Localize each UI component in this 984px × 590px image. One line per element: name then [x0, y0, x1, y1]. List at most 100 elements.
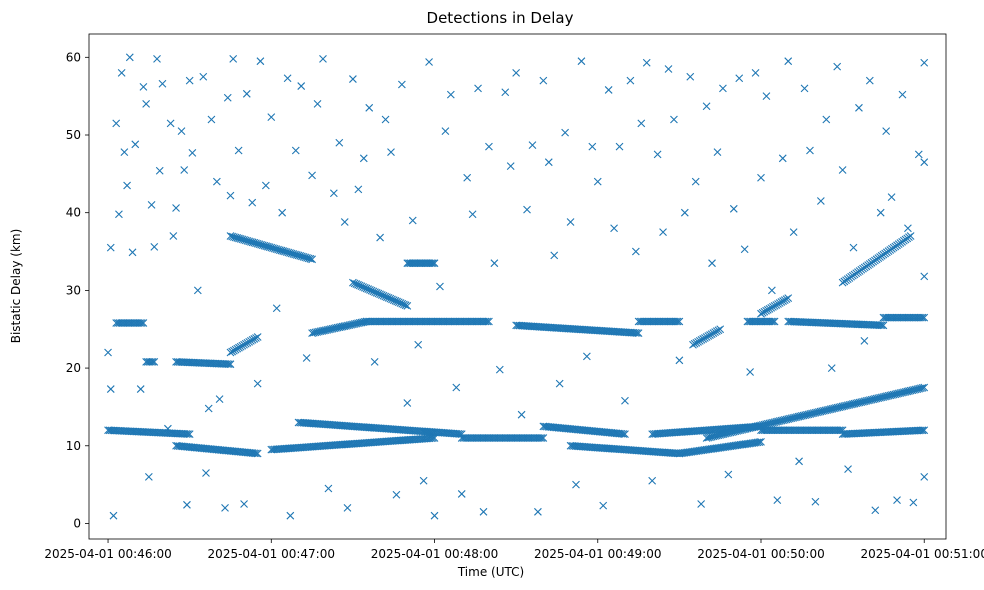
data-point-marker	[397, 80, 406, 89]
data-point-marker	[490, 259, 499, 268]
data-point-marker	[719, 84, 727, 93]
data-point-marker	[512, 68, 521, 77]
data-point-marker	[164, 424, 172, 433]
data-point-marker	[806, 146, 814, 155]
data-point-marker	[604, 86, 613, 94]
data-point-marker	[419, 476, 428, 485]
data-point-marker	[343, 504, 352, 512]
data-point-marker	[882, 127, 891, 136]
data-point-marker	[308, 255, 316, 264]
data-point-marker	[673, 317, 682, 326]
data-point-marker	[617, 429, 626, 438]
data-point-marker	[248, 198, 257, 207]
data-point-marker	[844, 465, 852, 473]
data-point-marker	[226, 191, 235, 200]
data-point-marker	[185, 430, 194, 439]
data-point-marker	[147, 357, 155, 366]
data-point-marker	[539, 76, 548, 85]
data-point-marker	[207, 115, 216, 124]
data-point-marker	[670, 115, 678, 124]
data-point-marker	[457, 490, 466, 498]
data-point-marker	[904, 224, 912, 233]
data-point-marker	[221, 504, 229, 512]
data-point-marker	[648, 476, 657, 485]
data-point-marker	[267, 113, 276, 122]
data-point-marker	[877, 321, 886, 330]
data-point-marker	[773, 496, 782, 505]
data-point-marker	[144, 472, 153, 481]
data-point-marker	[223, 360, 231, 368]
data-point-marker	[898, 90, 907, 99]
data-point-marker	[495, 365, 504, 374]
data-point-marker	[770, 317, 779, 326]
data-point-marker	[139, 82, 148, 91]
x-axis-label: Time (UTC)	[457, 565, 524, 579]
plot-frame	[88, 33, 947, 540]
data-point-marker	[795, 457, 803, 466]
data-point-marker	[599, 501, 608, 510]
data-point-marker	[401, 301, 410, 310]
y-tick-label: 10	[66, 439, 81, 453]
data-point-marker	[106, 243, 115, 252]
data-point-marker	[253, 379, 262, 388]
data-point-marker	[572, 480, 580, 489]
data-point-marker	[204, 404, 213, 413]
data-point-marker	[117, 68, 126, 77]
data-point-marker	[800, 84, 809, 93]
data-point-marker	[359, 154, 368, 163]
data-point-marker	[229, 54, 238, 63]
data-point-marker	[106, 385, 115, 393]
data-point-marker	[120, 148, 129, 156]
data-point-marker	[501, 88, 510, 97]
data-point-marker	[746, 368, 755, 376]
data-point-marker	[920, 158, 929, 167]
data-point-marker	[550, 251, 559, 260]
data-point-marker	[735, 74, 744, 83]
data-point-marker	[822, 115, 831, 124]
data-point-marker	[147, 201, 156, 209]
data-point-marker	[916, 426, 925, 435]
data-point-marker	[631, 329, 640, 337]
data-point-marker	[920, 383, 929, 392]
data-point-marker	[226, 360, 235, 369]
data-point-marker	[376, 233, 384, 242]
data-point-marker	[593, 177, 602, 186]
data-point-marker	[234, 146, 243, 155]
data-point-marker	[381, 115, 390, 124]
data-point-marker	[664, 65, 673, 73]
data-point-marker	[757, 437, 765, 446]
data-point-marker	[920, 58, 929, 67]
x-tick-label: 2025-04-01 00:47:00	[208, 547, 335, 561]
data-point-marker	[577, 57, 586, 66]
data-point-marker	[199, 72, 208, 81]
data-point-marker	[261, 181, 270, 190]
data-point-marker	[767, 317, 776, 326]
data-point-marker	[109, 511, 118, 520]
data-point-marker	[253, 333, 262, 341]
data-point-marker	[215, 395, 224, 404]
data-point-marker	[349, 75, 357, 83]
data-point-marker	[291, 146, 300, 155]
data-point-marker	[180, 166, 189, 174]
data-point-marker	[302, 354, 311, 362]
data-point-marker	[223, 93, 232, 102]
data-point-marker	[680, 208, 689, 217]
data-point-marker	[169, 232, 178, 240]
data-point-marker	[632, 329, 641, 337]
data-point-marker	[909, 498, 918, 507]
y-axis-ticks: 0 10 20 30 40 50 60	[66, 50, 89, 530]
data-point-marker	[354, 185, 363, 194]
data-point-marker	[184, 430, 192, 438]
data-point-marker	[177, 127, 186, 136]
data-point-marker	[893, 496, 901, 505]
data-point-marker	[479, 507, 488, 516]
data-point-marker	[403, 302, 412, 310]
data-point-marker	[125, 53, 134, 62]
data-point-marker	[675, 356, 684, 365]
data-point-marker	[182, 430, 191, 438]
data-point-marker	[534, 507, 542, 516]
data-point-marker	[566, 218, 575, 226]
x-tick-label: 2025-04-01 00:46:00	[44, 547, 171, 561]
data-point-marker	[148, 357, 157, 366]
